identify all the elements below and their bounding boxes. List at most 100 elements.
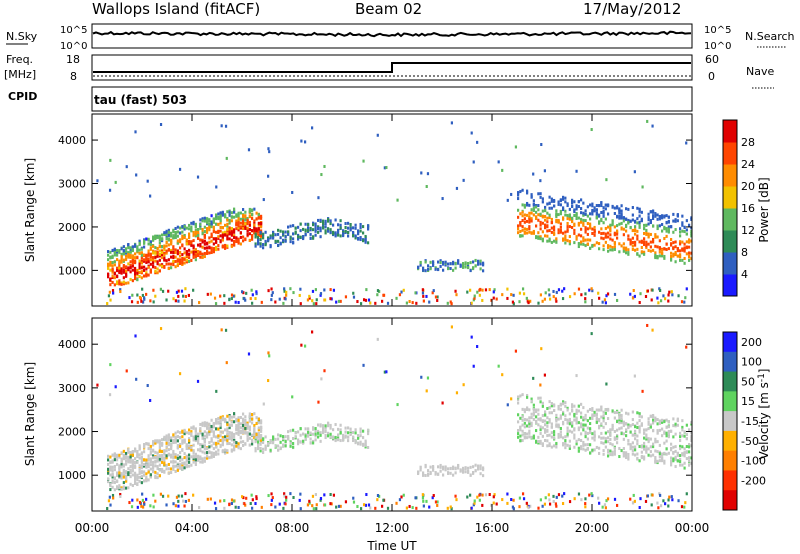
power-cell — [591, 289, 594, 293]
power-cell — [270, 287, 273, 291]
power-cell — [584, 212, 587, 216]
colorbar-swatch — [723, 470, 737, 491]
velocity-cell — [638, 425, 641, 429]
velocity-cell — [476, 345, 479, 349]
velocity-cell — [469, 465, 472, 469]
power-cell — [553, 204, 556, 208]
velocity-cell — [354, 431, 357, 435]
velocity-cell — [526, 395, 529, 399]
power-cell — [119, 290, 122, 294]
colorbar-swatch — [723, 230, 737, 253]
velocity-cell — [638, 412, 641, 416]
velocity-cell — [644, 499, 648, 503]
velocity-cell — [253, 412, 256, 416]
power-cell — [354, 236, 357, 240]
power-cell — [521, 188, 524, 192]
velocity-cell — [568, 444, 571, 448]
power-cell — [179, 240, 182, 244]
power-cell — [311, 126, 314, 130]
velocity-cell — [566, 432, 569, 436]
power-cell — [129, 263, 132, 267]
velocity-cell — [143, 464, 146, 468]
power-cell — [219, 239, 222, 243]
nsky-label: N.Sky — [6, 30, 38, 43]
velocity-cell — [472, 465, 475, 469]
velocity-cell — [425, 389, 428, 393]
velocity-cell — [210, 424, 213, 428]
velocity-cell — [446, 506, 449, 510]
velocity-cell — [526, 432, 529, 436]
velocity-cell — [302, 441, 305, 445]
colorbar-tick: 28 — [741, 136, 755, 149]
power-cell — [582, 221, 585, 225]
power-cell — [161, 237, 164, 241]
power-cell — [201, 240, 204, 244]
velocity-cell — [643, 431, 646, 435]
power-cell — [260, 216, 263, 220]
velocity-cell — [649, 437, 652, 441]
velocity-cell — [334, 435, 337, 439]
power-cell — [141, 287, 144, 291]
power-cell — [575, 205, 578, 209]
velocity-cell — [188, 447, 191, 451]
power-cell — [230, 238, 233, 242]
power-cell — [622, 219, 625, 223]
velocity-cell — [609, 428, 612, 432]
power-cell — [532, 172, 535, 176]
velocity-cell — [501, 498, 504, 502]
velocity-cell — [602, 425, 605, 429]
power-cell — [291, 190, 294, 194]
power-cell — [248, 227, 251, 231]
velocity-cell — [455, 391, 459, 395]
power-cell — [323, 288, 326, 292]
power-cell — [631, 218, 634, 222]
velocity-cell — [429, 465, 432, 469]
velocity-cell — [467, 470, 470, 474]
velocity-cell — [253, 433, 256, 437]
velocity-cell — [262, 402, 265, 406]
velocity-cell — [174, 435, 177, 439]
velocity-cell — [194, 433, 197, 437]
velocity-cell — [550, 435, 553, 439]
velocity-cell — [376, 498, 379, 502]
velocity-cell — [546, 428, 549, 432]
power-cell — [237, 228, 240, 232]
power-cell — [337, 228, 340, 232]
velocity-cell — [203, 456, 206, 460]
velocity-cell — [667, 435, 670, 439]
velocity-cell — [681, 463, 684, 467]
power-cell — [116, 280, 119, 284]
power-cell — [210, 234, 213, 238]
power-cell — [676, 219, 679, 223]
velocity-cell — [158, 459, 161, 463]
power-cell — [179, 238, 182, 242]
velocity-cell — [237, 425, 240, 429]
velocity-cell — [449, 471, 452, 475]
power-cell — [212, 230, 215, 234]
power-cell — [553, 199, 556, 203]
velocity-cell — [518, 496, 522, 500]
velocity-cell — [611, 423, 614, 427]
velocity-cell — [670, 429, 673, 433]
velocity-cell — [541, 443, 544, 447]
power-cell — [272, 234, 275, 238]
velocity-cell — [170, 439, 173, 443]
power-cell — [237, 241, 240, 245]
velocity-cell — [322, 428, 325, 432]
velocity-cell — [197, 432, 200, 436]
power-cell — [170, 239, 173, 243]
power-cell — [688, 245, 691, 249]
velocity-cell — [264, 435, 267, 439]
power-cell — [199, 242, 202, 246]
velocity-cell — [201, 432, 204, 436]
power-cell — [559, 212, 562, 216]
velocity-cell — [243, 502, 246, 506]
velocity-cell — [274, 505, 277, 509]
velocity-cell — [667, 425, 670, 429]
power-cell — [464, 265, 467, 269]
power-cell — [181, 243, 184, 247]
power-cell — [647, 232, 650, 236]
power-cell — [257, 213, 260, 217]
power-cell — [141, 293, 144, 297]
velocity-cell — [122, 475, 125, 479]
